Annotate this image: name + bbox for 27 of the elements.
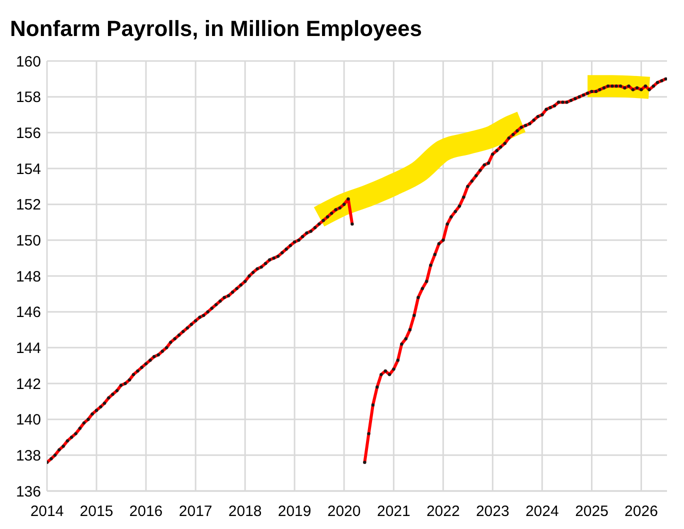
x-tick-label: 2017 xyxy=(178,503,212,520)
x-tick-label: 2018 xyxy=(228,503,262,520)
y-tick-label: 144 xyxy=(16,340,41,357)
y-tick-label: 140 xyxy=(16,412,41,429)
y-tick-label: 150 xyxy=(16,232,41,250)
chart-title: Nonfarm Payrolls, in Million Employees xyxy=(10,16,422,41)
x-tick-label: 2014 xyxy=(30,503,64,520)
y-tick-label: 160 xyxy=(16,53,41,70)
x-tick-label: 2024 xyxy=(525,503,559,520)
y-tick-label: 152 xyxy=(16,196,41,214)
y-tick-label: 138 xyxy=(16,447,41,464)
x-tick-label: 2021 xyxy=(376,503,410,520)
x-tick-label: 2026 xyxy=(624,503,658,520)
y-tick-label: 148 xyxy=(16,268,41,286)
x-tick-label: 2015 xyxy=(80,503,114,520)
y-tick-label: 154 xyxy=(16,160,41,178)
y-tick-label: 146 xyxy=(16,304,41,322)
x-tick-label: 2016 xyxy=(129,503,163,520)
y-tick-label: 142 xyxy=(16,376,41,393)
y-tick-label: 136 xyxy=(16,483,41,500)
y-tick-label: 156 xyxy=(16,124,41,142)
y-tick-label: 158 xyxy=(16,89,41,106)
x-tick-label: 2025 xyxy=(575,503,608,520)
x-tick-label: 2023 xyxy=(476,503,510,520)
x-tick-label: 2022 xyxy=(426,503,460,520)
x-tick-label: 2020 xyxy=(327,503,361,520)
x-tick-label: 2019 xyxy=(278,503,312,520)
